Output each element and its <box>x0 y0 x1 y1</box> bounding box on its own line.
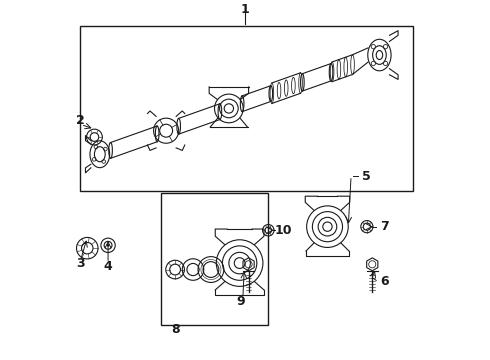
Text: 2: 2 <box>76 114 85 127</box>
Text: 7: 7 <box>380 220 389 233</box>
Text: 3: 3 <box>76 257 85 270</box>
Text: 10: 10 <box>274 224 292 237</box>
Text: 5: 5 <box>362 170 370 183</box>
Circle shape <box>107 244 109 246</box>
Bar <box>80 26 414 191</box>
Bar <box>161 193 269 325</box>
Text: 6: 6 <box>380 275 389 288</box>
Text: 9: 9 <box>236 295 245 308</box>
Text: 4: 4 <box>104 260 112 273</box>
Text: 1: 1 <box>241 3 249 15</box>
Text: 8: 8 <box>171 323 179 336</box>
